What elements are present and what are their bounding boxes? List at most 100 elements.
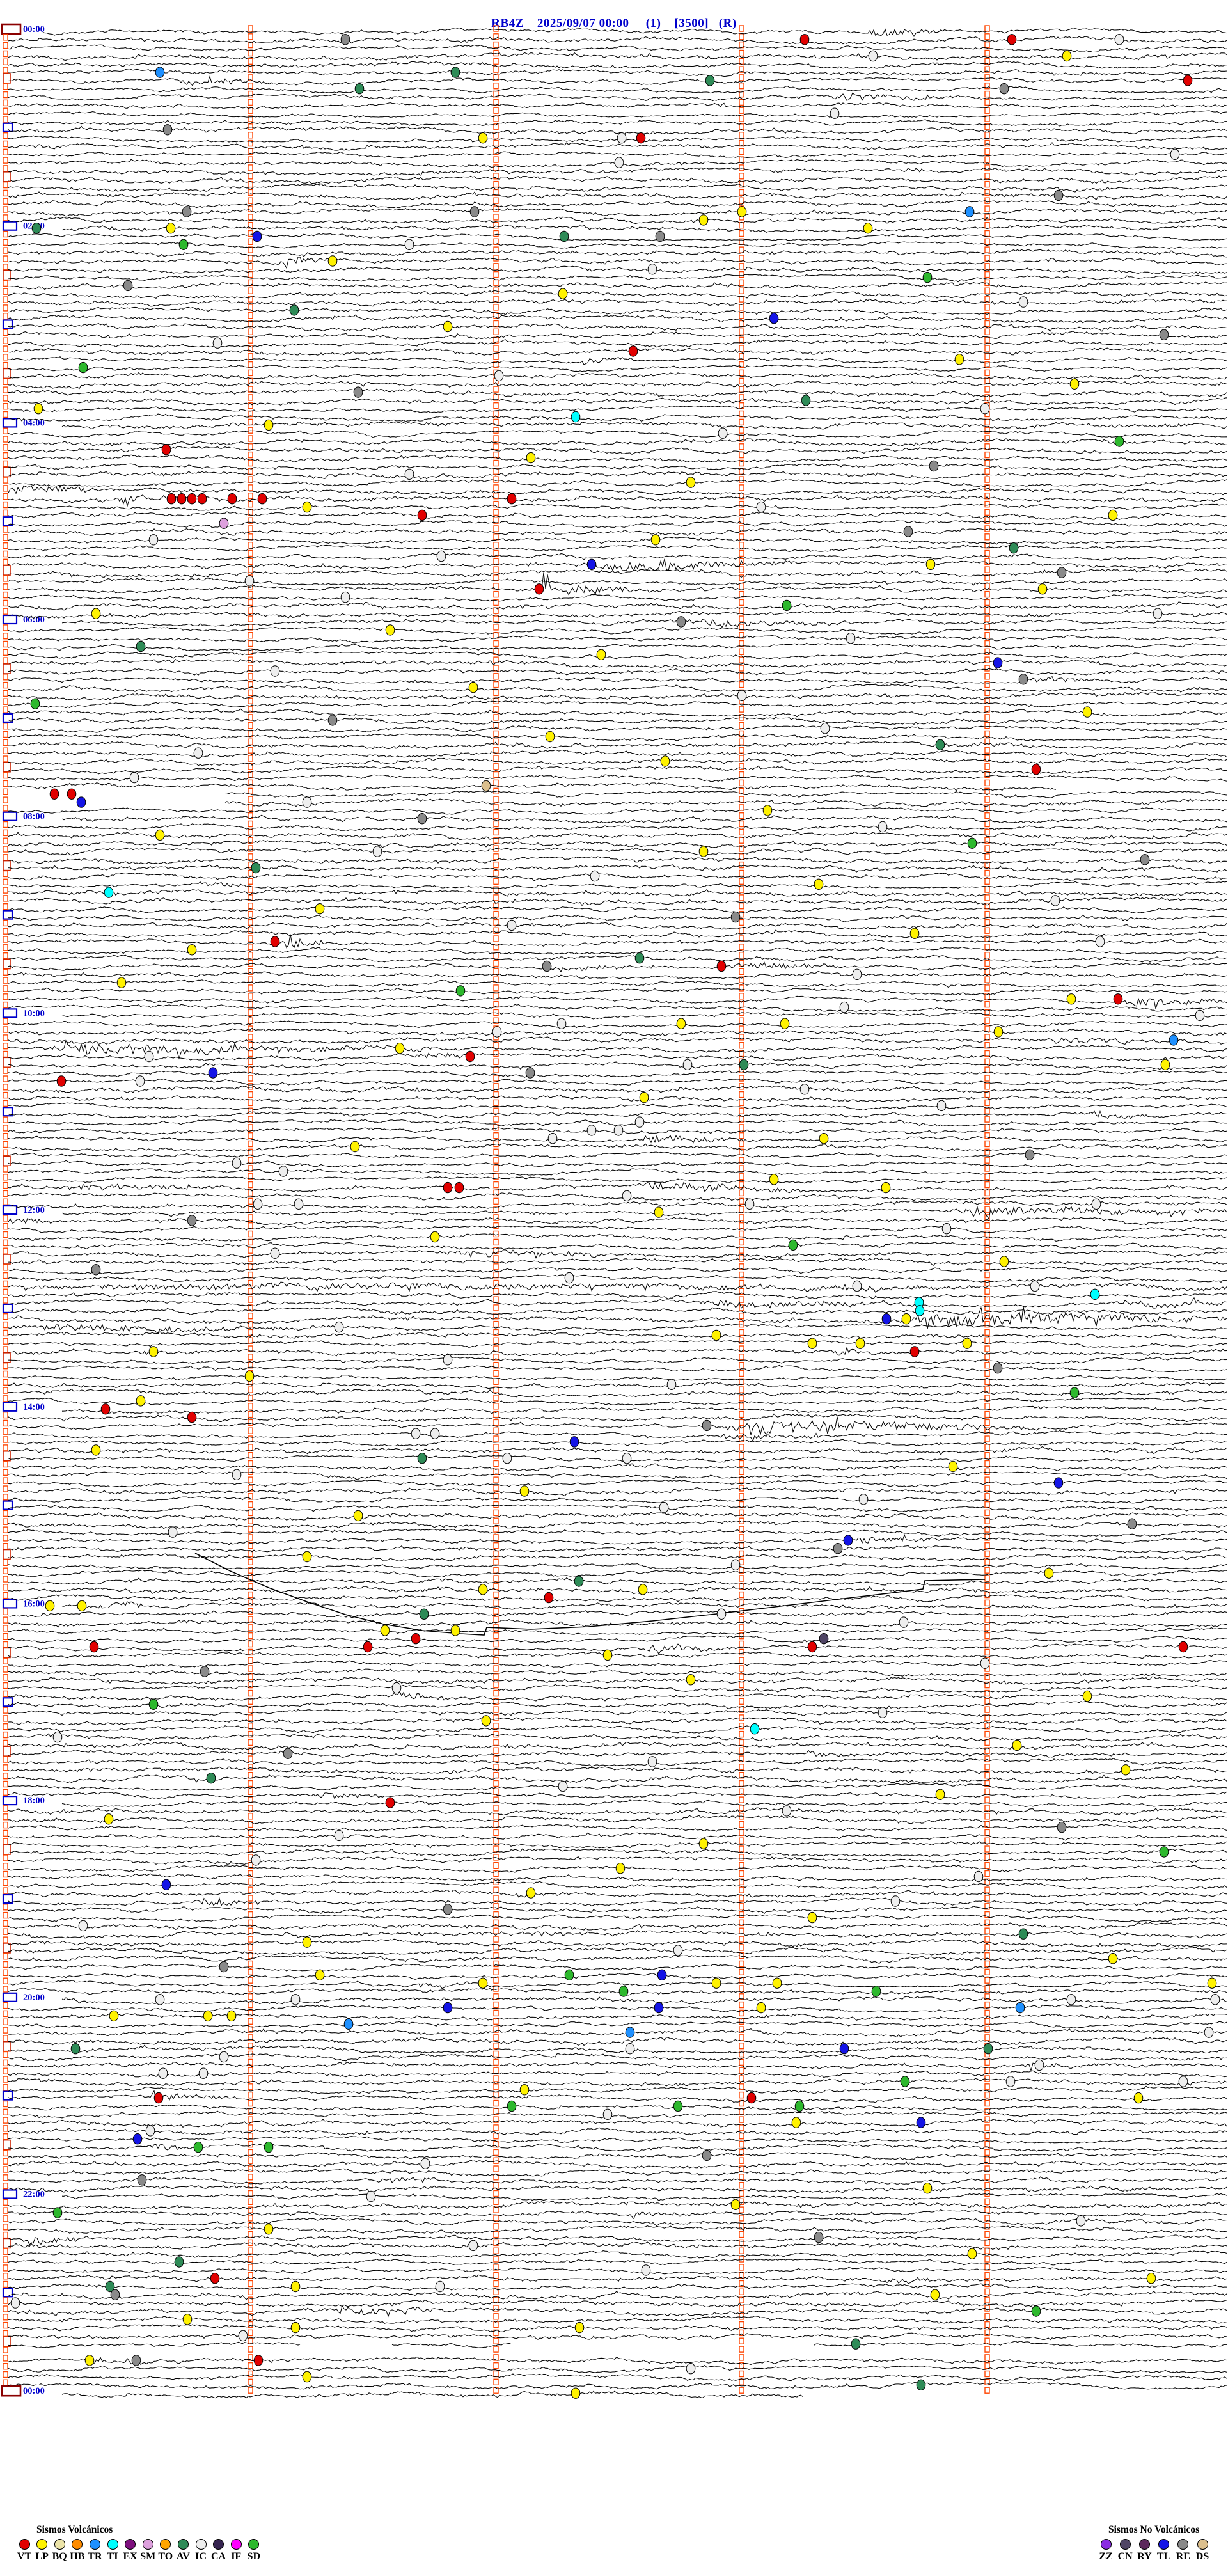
seismic-trace <box>8 1375 1227 1382</box>
event-marker-TL <box>443 2002 453 2014</box>
event-marker-RE <box>91 1264 101 1276</box>
seismic-trace <box>8 2070 1227 2078</box>
seismic-trace <box>8 175 1227 184</box>
minute-mark <box>248 296 253 303</box>
seismic-trace <box>8 241 1227 249</box>
line-start-mark <box>3 1904 8 1911</box>
event-marker-IC <box>602 2108 613 2121</box>
minute-mark <box>739 779 744 787</box>
seismic-trace <box>8 257 1227 269</box>
minute-mark <box>984 1632 990 1640</box>
seismic-trace <box>8 1479 1227 1488</box>
event-marker-AV <box>417 1453 427 1464</box>
seismic-trace <box>8 553 1227 561</box>
minute-mark <box>739 993 744 1000</box>
minute-mark <box>248 845 253 852</box>
seismic-trace <box>8 1192 1227 1201</box>
event-marker-RE <box>340 34 350 45</box>
seismic-trace <box>8 823 1227 832</box>
minute-mark <box>493 435 499 442</box>
seismic-trace <box>8 651 1227 660</box>
line-start-mark <box>3 2362 8 2370</box>
minute-mark <box>739 1878 744 1886</box>
event-marker-AV <box>289 304 299 316</box>
minute-mark <box>493 2354 499 2361</box>
event-marker-IC <box>868 50 878 62</box>
minute-mark <box>493 2067 499 2074</box>
minute-mark <box>493 2190 499 2197</box>
minute-mark <box>984 468 990 475</box>
minute-mark <box>739 1567 744 1574</box>
seismic-trace <box>8 2160 1227 2169</box>
event-marker-SD <box>78 361 88 374</box>
seismic-trace <box>8 1676 1227 1685</box>
event-marker-AV <box>935 739 945 751</box>
line-start-mark <box>3 2321 8 2329</box>
line-start-mark <box>3 1821 8 1829</box>
minute-mark <box>248 90 253 98</box>
minute-mark <box>984 427 990 434</box>
minute-mark <box>248 910 253 918</box>
minute-mark <box>739 984 744 992</box>
minute-mark <box>493 214 499 221</box>
line-start-mark <box>3 1690 8 1698</box>
seismic-trace <box>8 413 1227 422</box>
line-start-mark <box>3 361 8 369</box>
minute-mark <box>984 1624 990 1631</box>
minute-mark <box>248 1591 253 1599</box>
line-start-mark <box>3 1379 8 1386</box>
seismic-trace <box>8 1463 1227 1471</box>
minute-mark <box>984 648 990 655</box>
minute-mark <box>984 1410 990 1418</box>
minute-mark <box>248 2272 253 2279</box>
event-marker-SD <box>871 1986 881 1997</box>
minute-mark <box>248 820 253 828</box>
minute-mark <box>248 787 253 795</box>
minute-mark <box>248 173 253 180</box>
minute-mark <box>739 542 744 549</box>
minute-mark <box>248 49 253 57</box>
minute-mark <box>984 1689 990 1697</box>
minute-mark <box>493 156 499 163</box>
minute-mark <box>248 935 253 942</box>
legend-label-EX: EX <box>123 2551 138 2562</box>
event-marker-LP <box>737 206 747 217</box>
minute-mark <box>493 2215 499 2222</box>
event-marker-IC <box>492 1026 502 1038</box>
seismic-trace <box>8 1684 1227 1693</box>
line-start-mark <box>3 2059 8 2067</box>
time-label: 08:00 <box>23 812 45 822</box>
minute-mark <box>493 1714 499 1721</box>
minute-mark <box>493 1304 499 1311</box>
event-marker-IC <box>253 1198 263 1210</box>
line-start-mark <box>3 608 8 615</box>
line-start-mark <box>3 2199 8 2206</box>
minute-mark <box>984 345 990 352</box>
line-start-mark <box>3 2051 8 2058</box>
minute-mark <box>984 148 990 155</box>
event-marker-LP <box>1207 1977 1217 1989</box>
minute-mark <box>739 632 744 639</box>
minute-mark <box>739 74 744 81</box>
minute-mark <box>493 779 499 787</box>
minute-mark <box>984 714 990 721</box>
minute-mark <box>739 1698 744 1705</box>
line-start-mark <box>3 296 8 303</box>
minute-mark <box>739 1648 744 1656</box>
minute-mark <box>248 2387 253 2394</box>
minute-mark <box>739 738 744 746</box>
seismic-trace <box>8 2090 1227 2103</box>
minute-mark <box>493 861 499 869</box>
line-start-mark <box>3 206 8 213</box>
line-start-mark <box>3 944 8 951</box>
minute-mark <box>248 968 253 976</box>
event-marker-IC <box>145 2125 155 2137</box>
seismic-trace <box>8 1020 1227 1029</box>
minute-mark <box>248 1116 253 1123</box>
event-marker-RE <box>123 280 133 292</box>
minute-mark <box>248 2075 253 2082</box>
seismic-trace <box>8 1856 1227 1865</box>
hour-rect <box>2 2288 13 2298</box>
minute-mark <box>984 2116 990 2123</box>
seismic-trace <box>8 1741 1227 1751</box>
